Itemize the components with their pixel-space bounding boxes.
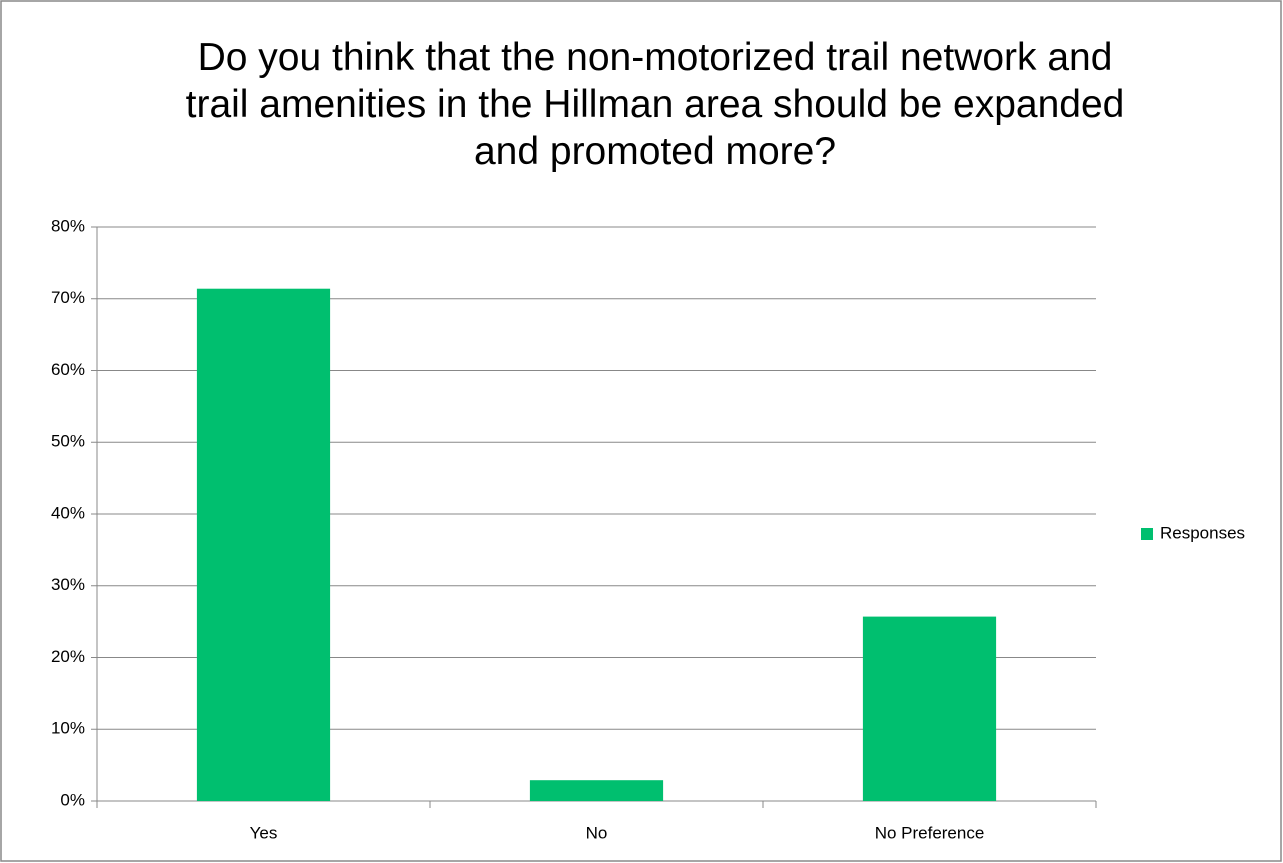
bar <box>862 616 997 801</box>
y-tick-label: 10% <box>51 719 85 738</box>
bar <box>196 288 331 802</box>
y-tick-label: 80% <box>51 216 85 235</box>
legend-label: Responses <box>1160 523 1245 542</box>
y-tick-label: 70% <box>51 288 85 307</box>
y-tick-label: 50% <box>51 432 85 451</box>
x-tick-label: No <box>586 823 608 842</box>
x-tick-label: No Preference <box>875 823 985 842</box>
y-tick-label: 40% <box>51 503 85 522</box>
y-tick-label: 20% <box>51 647 85 666</box>
legend-swatch <box>1141 528 1153 540</box>
x-tick-label: Yes <box>250 823 278 842</box>
bar <box>529 780 664 801</box>
y-tick-label: 60% <box>51 360 85 379</box>
y-tick-label: 0% <box>60 790 85 809</box>
y-tick-label: 30% <box>51 575 85 594</box>
chart-title: Do you think that the non-motorized trai… <box>185 36 1125 173</box>
